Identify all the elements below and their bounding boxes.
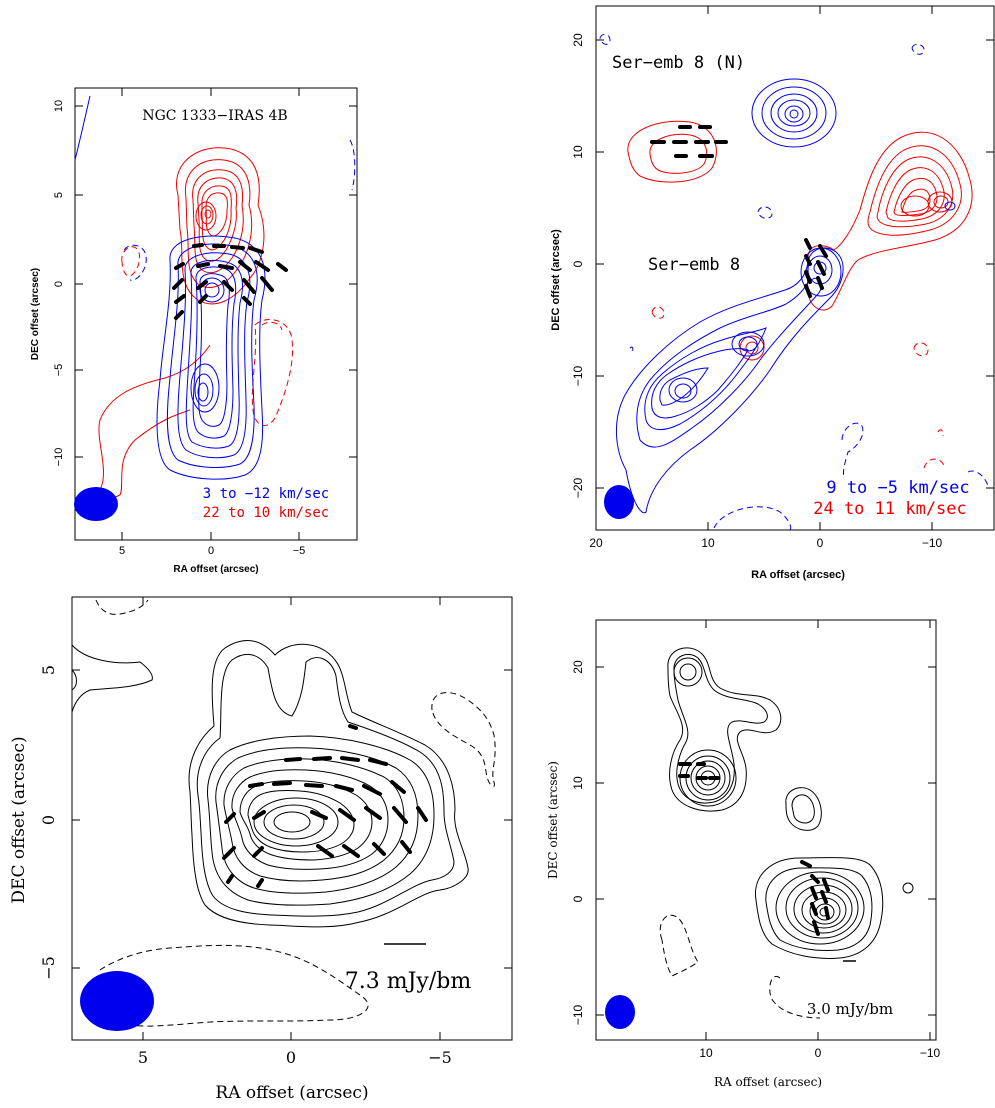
panel2-frame xyxy=(595,5,995,531)
panel1-ytick: −5 xyxy=(53,364,65,377)
panel4-xtick: −10 xyxy=(920,1046,941,1060)
panel2-ytick: 20 xyxy=(571,33,585,47)
panel3-ytick: 5 xyxy=(39,665,58,675)
panel3-xlabel: RA offset (arcsec) xyxy=(215,1083,368,1103)
panel4-ytick: −10 xyxy=(571,1004,585,1025)
panel2-ytick: −10 xyxy=(571,365,585,386)
panel2-legend-red: 24 to 11 km/sec xyxy=(813,499,967,519)
panel-ngc1333-iras4b: 5 0 −5 10 5 0 −5 −10 RA offset (arcsec) … xyxy=(30,87,358,575)
panel1-frame xyxy=(74,87,358,541)
panel2-ylabel: DEC offset (arcsec) xyxy=(550,229,562,331)
panel1-blue-contours xyxy=(74,95,356,480)
panel2-xtick: 0 xyxy=(817,536,824,550)
panel4-ticks xyxy=(596,620,936,1040)
panel4-xtick: 0 xyxy=(815,1046,822,1060)
panel2-polarization-vectors xyxy=(650,125,828,298)
panel1-polarization-vectors xyxy=(172,243,288,320)
panel-ser-emb8-outflow: 20 10 0 −10 20 10 0 −10 −20 RA offset (a… xyxy=(550,5,995,581)
panel2-xtick: −10 xyxy=(922,536,943,550)
panel3-xtick: 5 xyxy=(138,1048,148,1067)
panel3-ticks xyxy=(72,597,512,1040)
panel3-scale-label: 7.3 mJy/bm xyxy=(345,969,472,994)
panel2-ytick: 0 xyxy=(571,260,585,267)
panel1-title: NGC 1333−IRAS 4B xyxy=(142,108,287,124)
panel2-ticks xyxy=(595,6,994,530)
panel1-ytick: 5 xyxy=(53,192,65,198)
panel4-polarization-vectors xyxy=(678,762,830,936)
panel4-ytick: 10 xyxy=(571,776,585,790)
panel2-xlabel: RA offset (arcsec) xyxy=(751,569,845,581)
panel2-red-contours xyxy=(627,120,973,469)
panel1-ticks xyxy=(75,88,357,540)
panel4-contours xyxy=(659,647,914,1019)
panel4-beam xyxy=(605,995,635,1029)
panel3-xtick: −5 xyxy=(428,1048,452,1067)
panel4-scale-label: 3.0 mJy/bm xyxy=(807,1000,893,1018)
panel-ser-emb8-continuum: 10 0 −10 20 10 0 −10 RA offset (arcsec) … xyxy=(546,619,941,1089)
panel1-legend-blue: 3 to −12 km/sec xyxy=(203,486,329,502)
panel1-xtick: 0 xyxy=(208,545,214,557)
panel2-label-main: Ser−emb 8 xyxy=(648,255,740,275)
panel2-ytick: −20 xyxy=(571,477,585,498)
panel2-ytick: 10 xyxy=(571,145,585,159)
panel2-beam xyxy=(604,485,634,519)
panel2-label-north: Ser−emb 8 (N) xyxy=(612,53,745,73)
panel4-ytick: 20 xyxy=(571,660,585,674)
panel1-xtick: −5 xyxy=(293,545,306,557)
panel3-ylabel: DEC offset (arcsec) xyxy=(9,736,29,903)
panel3-beam xyxy=(80,971,154,1031)
panel2-blue-contours xyxy=(599,33,989,531)
panel2-xtick: 10 xyxy=(701,536,715,550)
panel1-xtick: 5 xyxy=(119,545,125,557)
panel3-polarization-vectors xyxy=(222,724,428,888)
panel3-frame xyxy=(71,596,513,1041)
panel1-ytick: 0 xyxy=(53,281,65,287)
panel4-xlabel: RA offset (arcsec) xyxy=(714,1075,822,1089)
panel3-xtick: 0 xyxy=(286,1048,296,1067)
panel1-ytick: 10 xyxy=(53,100,65,112)
panel4-ylabel: DEC offset (arcsec) xyxy=(546,761,560,879)
panel-iras4b-continuum: 5 0 −5 5 0 −5 RA offset (arcsec) DEC off… xyxy=(9,596,513,1103)
panel4-xtick: 10 xyxy=(699,1046,713,1060)
panel2-legend-blue: 9 to −5 km/sec xyxy=(826,478,969,498)
panel3-contours xyxy=(71,599,496,1027)
panel2-xtick: 20 xyxy=(589,536,603,550)
panel1-xlabel: RA offset (arcsec) xyxy=(173,564,258,575)
panel1-beam xyxy=(74,487,118,521)
panel3-ytick: −5 xyxy=(39,956,58,980)
panel1-red-contours xyxy=(98,147,294,499)
panel1-ylabel: DEC offset (arcsec) xyxy=(30,268,41,360)
panel1-legend-red: 22 to 10 km/sec xyxy=(203,505,329,521)
panel4-ytick: 0 xyxy=(571,895,585,902)
panel4-frame xyxy=(595,619,937,1041)
panel1-ytick: −10 xyxy=(53,448,65,467)
panel3-ytick: 0 xyxy=(39,815,58,825)
